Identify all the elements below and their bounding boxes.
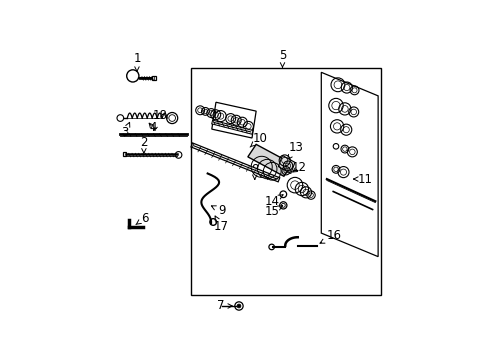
Text: 2: 2 xyxy=(140,136,147,153)
Text: 14: 14 xyxy=(264,195,283,208)
Text: 3: 3 xyxy=(121,122,129,139)
Polygon shape xyxy=(321,72,377,257)
Text: 17: 17 xyxy=(213,216,228,233)
Text: 4: 4 xyxy=(149,121,157,134)
Text: 9: 9 xyxy=(211,204,225,217)
Text: 12: 12 xyxy=(291,161,306,175)
Text: 16: 16 xyxy=(319,229,341,243)
Text: 5: 5 xyxy=(278,49,285,68)
Text: 10: 10 xyxy=(249,131,267,147)
Text: 15: 15 xyxy=(264,205,282,218)
Text: 8: 8 xyxy=(250,163,258,179)
Polygon shape xyxy=(278,156,294,174)
Polygon shape xyxy=(247,144,292,176)
Text: 1: 1 xyxy=(133,52,141,71)
Text: 11: 11 xyxy=(353,172,371,185)
Polygon shape xyxy=(211,102,256,138)
Text: 7: 7 xyxy=(217,300,232,312)
Text: 18: 18 xyxy=(152,109,167,131)
Bar xyxy=(191,68,380,296)
Text: 13: 13 xyxy=(287,141,303,159)
Circle shape xyxy=(237,304,241,308)
Text: 6: 6 xyxy=(136,212,148,225)
